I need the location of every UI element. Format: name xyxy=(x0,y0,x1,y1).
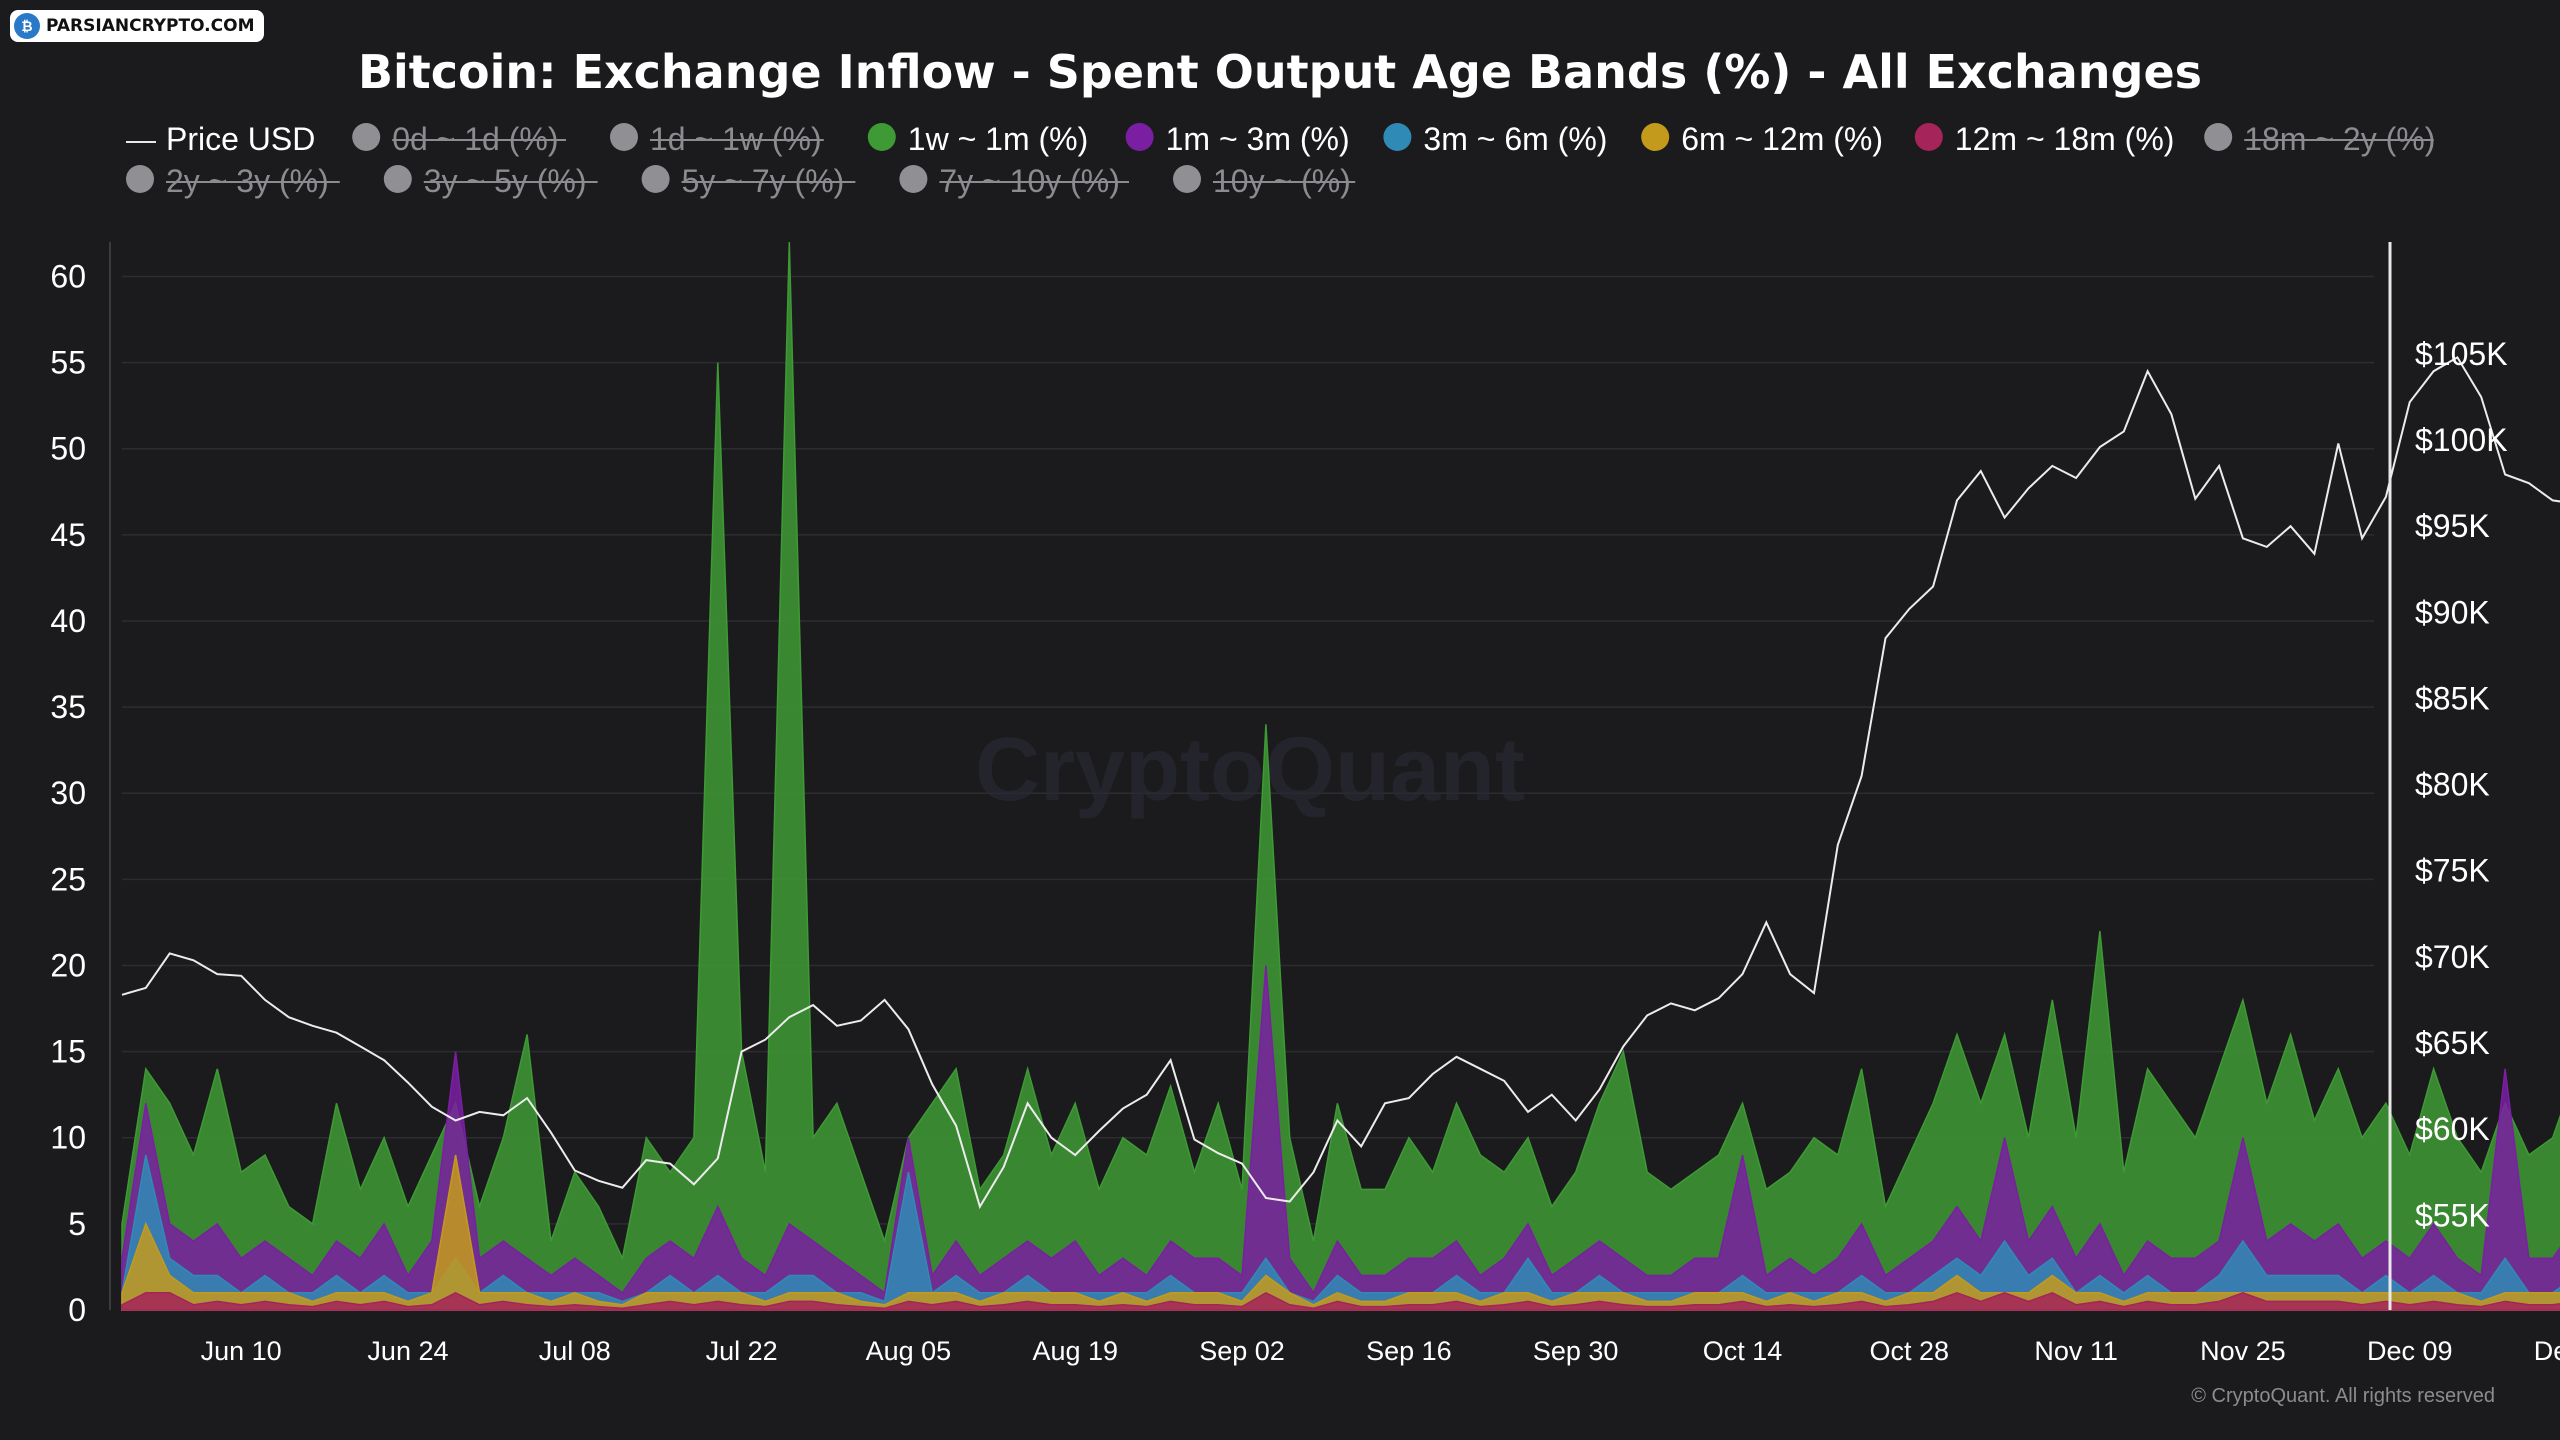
y-left-tick-25: 25 xyxy=(50,861,86,897)
legend-item-8: 18m ~ 2y (%) xyxy=(2204,121,2435,157)
brand-logo-icon: ₿ xyxy=(14,13,40,39)
x-tick-1: Jun 24 xyxy=(367,1336,448,1366)
y-left-tick-60: 60 xyxy=(50,258,86,294)
legend-item-13: 10y ~ (%) xyxy=(1173,163,1356,199)
axes: 0 5 10 15 20 25 30 35 40 45 50 55 60 $55K $60K $65K $70K… xyxy=(50,242,2560,1366)
x-tick-3: Jul 22 xyxy=(706,1336,778,1366)
series-area-1 xyxy=(121,965,2560,1311)
copyright: © CryptoQuant. All rights reserved xyxy=(2191,1385,2495,1407)
y-right-tick-85000: $85K xyxy=(2415,680,2490,716)
legend-item-5: 3m ~ 6m (%) xyxy=(1383,121,1607,157)
y-right-tick-75000: $75K xyxy=(2415,853,2490,889)
y-left-tick-55: 55 xyxy=(50,345,86,381)
legend-swatch xyxy=(899,165,928,193)
series-area-3 xyxy=(121,1154,2560,1311)
legend-item-1: 0d ~ 1d (%) xyxy=(352,121,566,157)
legend-item-6: 6m ~ 12m (%) xyxy=(1641,121,1883,157)
legend-label: 3m ~ 6m (%) xyxy=(1423,121,1607,157)
y-left-tick-15: 15 xyxy=(50,1034,86,1070)
legend-swatch xyxy=(610,123,638,151)
y-left-tick-45: 45 xyxy=(50,517,86,553)
y-right-tick-70000: $70K xyxy=(2415,939,2490,975)
legend-item-7: 12m ~ 18m (%) xyxy=(1914,121,2175,157)
y-right-tick-95000: $95K xyxy=(2415,508,2490,544)
price-usd-line xyxy=(121,356,2560,1210)
y-right-tick-80000: $80K xyxy=(2415,767,2490,803)
x-tick-5: Aug 19 xyxy=(1032,1336,1118,1366)
legend-item-12: 7y ~ 10y (%) xyxy=(899,163,1129,199)
series-area-2 xyxy=(121,1154,2560,1311)
legend-swatch xyxy=(1125,123,1154,151)
legend-label: 6m ~ 12m (%) xyxy=(1681,121,1883,157)
y-left-tick-30: 30 xyxy=(50,775,86,811)
y-left-tick-40: 40 xyxy=(50,603,86,639)
series-area-4 xyxy=(121,1291,2560,1311)
legend-label: 12m ~ 18m (%) xyxy=(1955,121,2175,157)
y-left-tick-5: 5 xyxy=(68,1206,86,1242)
legend-item-3: 1w ~ 1m (%) xyxy=(867,121,1088,157)
series-area-0 xyxy=(121,241,2560,1311)
legend-item-2: 1d ~ 1w (%) xyxy=(610,121,824,157)
legend-item-10: 3y ~ 5y (%) xyxy=(383,163,598,199)
x-tick-8: Sep 30 xyxy=(1533,1336,1619,1366)
y-left-tick-10: 10 xyxy=(50,1120,86,1156)
y-right-tick-105000: $105K xyxy=(2415,336,2508,372)
brand-text: PARSIANCRYPTO.COM xyxy=(46,16,255,36)
x-tick-10: Oct 28 xyxy=(1870,1336,1950,1366)
legend-label: 1w ~ 1m (%) xyxy=(908,121,1088,157)
x-tick-11: Nov 11 xyxy=(2034,1336,2118,1366)
x-tick-12: Nov 25 xyxy=(2200,1336,2286,1366)
x-tick-4: Aug 05 xyxy=(866,1336,952,1366)
brand-badge: ₿ PARSIANCRYPTO.COM xyxy=(10,10,265,42)
legend-swatch xyxy=(1383,123,1412,151)
y-right-tick-100000: $100K xyxy=(2415,422,2508,458)
legend-swatch xyxy=(867,123,896,151)
y-right-tick-90000: $90K xyxy=(2415,594,2490,630)
legend: Price USD 0d ~ 1d (%) 1d ~ 1w (%) 1w ~ 1m (… xyxy=(126,121,2435,199)
x-tick-6: Sep 02 xyxy=(1199,1336,1285,1366)
legend-swatch xyxy=(2204,123,2233,151)
legend-item-4: 1m ~ 3m (%) xyxy=(1125,121,1350,157)
legend-swatch xyxy=(352,123,381,151)
legend-item-0: Price USD xyxy=(126,121,315,157)
y-left-tick-20: 20 xyxy=(50,947,86,983)
watermark: CryptoQuant xyxy=(975,720,1525,820)
x-tick-13: Dec 09 xyxy=(2367,1336,2453,1366)
y-left-tick-0: 0 xyxy=(68,1292,86,1328)
y-left-tick-35: 35 xyxy=(50,689,86,725)
x-tick-7: Sep 16 xyxy=(1366,1336,1452,1366)
x-tick-14: Dec 23 xyxy=(2534,1336,2560,1366)
x-tick-0: Jun 10 xyxy=(201,1336,282,1366)
legend-swatch xyxy=(126,165,154,193)
legend-swatch xyxy=(1173,165,1201,193)
legend-swatch xyxy=(1914,123,1943,151)
legend-label: 1m ~ 3m (%) xyxy=(1166,121,1350,157)
x-tick-9: Oct 14 xyxy=(1703,1336,1783,1366)
y-right-tick-60000: $60K xyxy=(2415,1111,2490,1147)
legend-item-11: 5y ~ 7y (%) xyxy=(641,163,856,199)
legend-item-9: 2y ~ 3y (%) xyxy=(126,163,340,199)
y-right-tick-55000: $55K xyxy=(2415,1197,2490,1233)
y-left-tick-50: 50 xyxy=(50,431,86,467)
y-right-tick-65000: $65K xyxy=(2415,1025,2490,1061)
legend-swatch xyxy=(641,165,670,193)
chart-title: Bitcoin: Exchange Inflow - Spent Output … xyxy=(358,45,2202,99)
series-areas xyxy=(121,241,2560,1311)
legend-label: Price USD xyxy=(166,121,315,157)
x-tick-2: Jul 08 xyxy=(539,1336,611,1366)
price-line xyxy=(121,356,2560,1210)
legend-swatch xyxy=(1641,123,1670,151)
legend-swatch xyxy=(383,165,412,193)
